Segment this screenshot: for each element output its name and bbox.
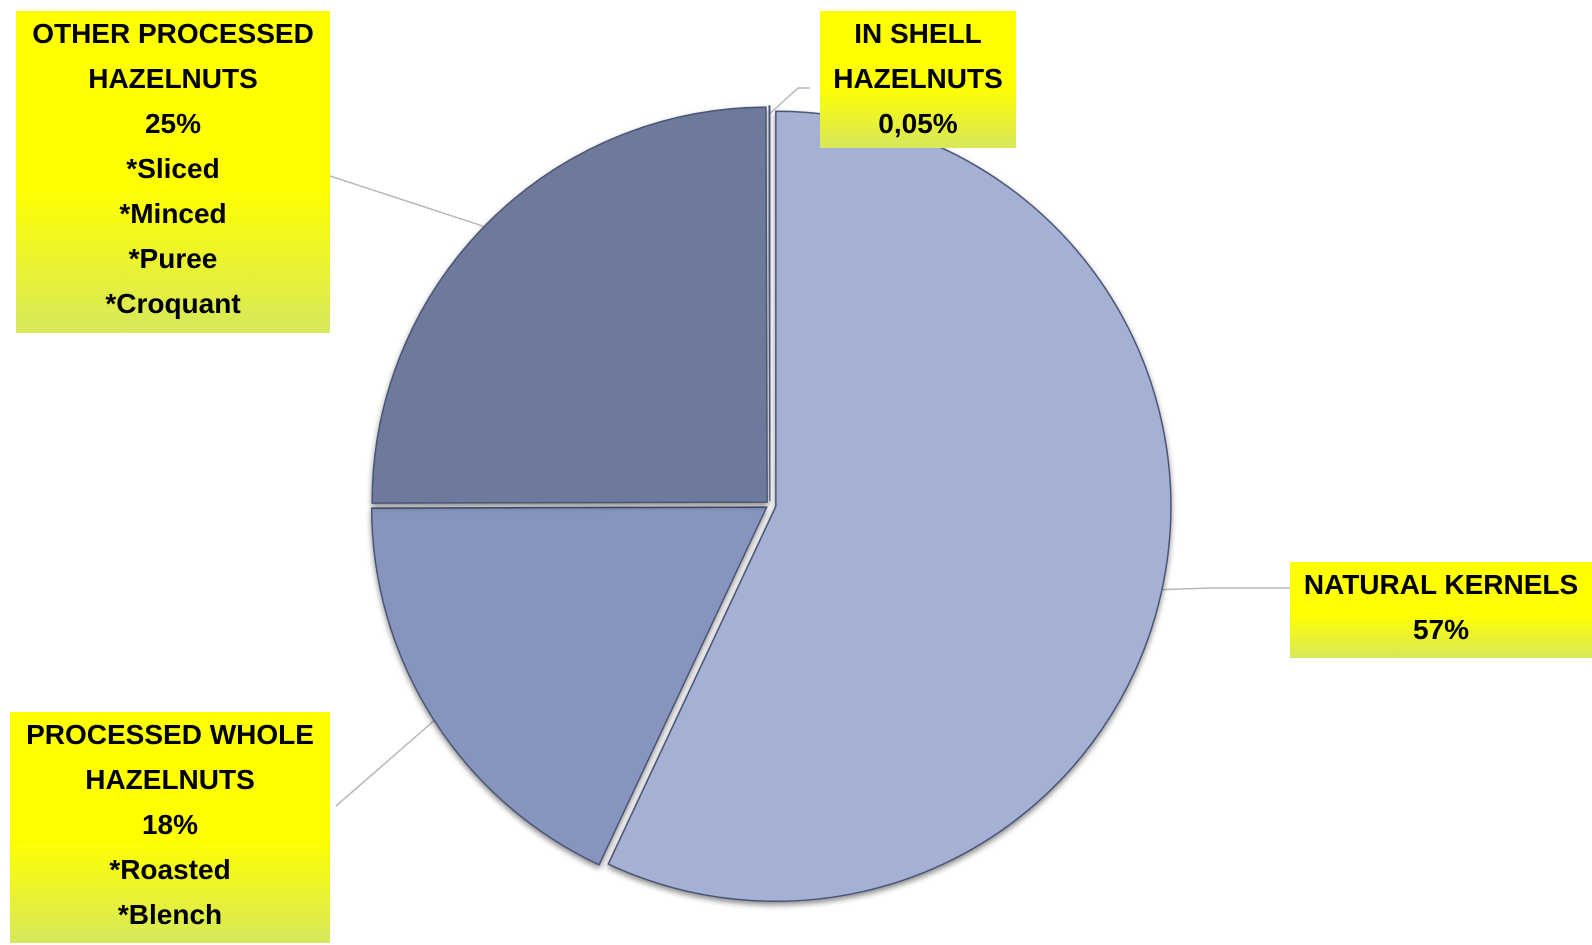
note-sliced: *Sliced: [126, 153, 220, 184]
slice-other-processed-hazelnuts: [371, 106, 768, 504]
category-label: NATURAL KERNELS: [1303, 569, 1579, 600]
slice-in-shell-hazelnuts: [768, 105, 771, 502]
leader-lines: [329, 87, 1290, 807]
leader-line-in-shell-hazelnuts: [768, 87, 810, 115]
value-label: 57%: [1412, 614, 1470, 645]
value-label: 25%: [144, 108, 202, 139]
slice-processed-whole-hazelnuts: [370, 506, 768, 866]
note-puree: *Puree: [128, 243, 218, 274]
label-in-shell-hazelnuts: IN SHELL HAZELNUTS 0,05%: [820, 11, 1016, 148]
label-natural-kernels: NATURAL KERNELS 57%: [1290, 562, 1592, 658]
category-label: OTHER PROCESSED HAZELNUTS: [32, 18, 314, 94]
leader-line-natural-kernels: [1151, 587, 1290, 591]
value-label: 18%: [141, 809, 199, 840]
note-croquant: *Croquant: [105, 288, 241, 319]
label-processed-whole-hazelnuts: PROCESSED WHOLE HAZELNUTS 18% *Roasted *B…: [10, 712, 330, 943]
category-label: IN SHELL HAZELNUTS: [833, 18, 1003, 94]
slice-natural-kernels: [607, 110, 1172, 902]
leader-line-processed-whole-hazelnuts: [335, 714, 441, 807]
label-other-processed-hazelnuts: OTHER PROCESSED HAZELNUTS 25% *Sliced *Mi…: [16, 11, 330, 333]
note-roasted: *Roasted: [109, 854, 231, 885]
note-blench: *Blench: [117, 899, 223, 930]
pie-slices: [370, 105, 1172, 902]
category-label: PROCESSED WHOLE HAZELNUTS: [26, 719, 314, 795]
note-minced: *Minced: [119, 198, 227, 229]
leader-line-other-processed-hazelnuts: [329, 175, 493, 230]
value-label: 0,05%: [878, 108, 958, 139]
